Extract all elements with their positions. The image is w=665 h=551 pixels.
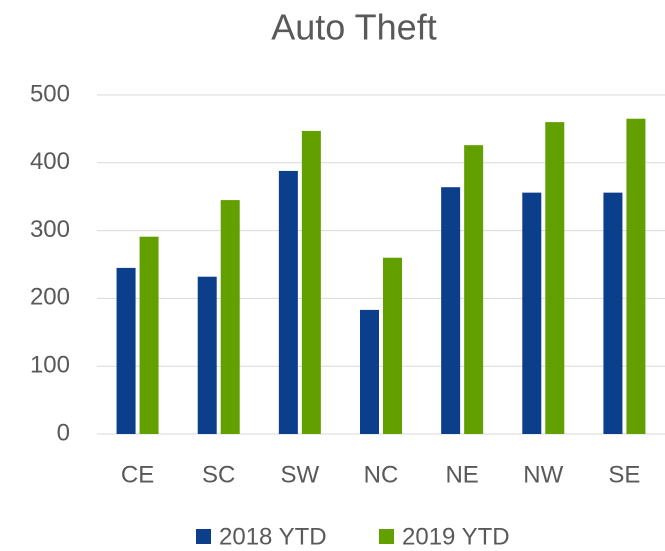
bar [522, 192, 542, 434]
bar [383, 257, 402, 434]
y-tick-label: 200 [30, 284, 70, 311]
legend-swatch [196, 529, 211, 544]
x-tick-label: SE [608, 461, 640, 488]
legend-label: 2019 YTD [402, 523, 510, 550]
bar [197, 276, 217, 434]
y-tick-label: 300 [30, 216, 70, 243]
bar [545, 122, 565, 435]
x-tick-label: NW [523, 461, 563, 488]
chart-title: Auto Theft [271, 7, 436, 48]
bar [360, 309, 379, 434]
bar [278, 170, 298, 434]
x-tick-label: SW [281, 461, 320, 488]
bar [441, 187, 461, 434]
y-tick-label: 400 [30, 148, 70, 175]
bar [464, 145, 484, 434]
y-tick-label: 0 [57, 419, 70, 446]
legend-label: 2018 YTD [219, 523, 327, 550]
y-tick-label: 500 [30, 80, 70, 107]
y-tick-label: 100 [30, 352, 70, 379]
bar [626, 118, 646, 434]
bar [603, 192, 623, 434]
bar [301, 130, 321, 434]
bar [220, 200, 240, 434]
bar [116, 267, 136, 434]
x-tick-label: NC [364, 461, 399, 488]
bar [139, 236, 159, 434]
legend-swatch [379, 529, 394, 544]
x-tick-label: CE [121, 461, 154, 488]
x-tick-label: NE [445, 461, 478, 488]
x-tick-label: SC [202, 461, 235, 488]
